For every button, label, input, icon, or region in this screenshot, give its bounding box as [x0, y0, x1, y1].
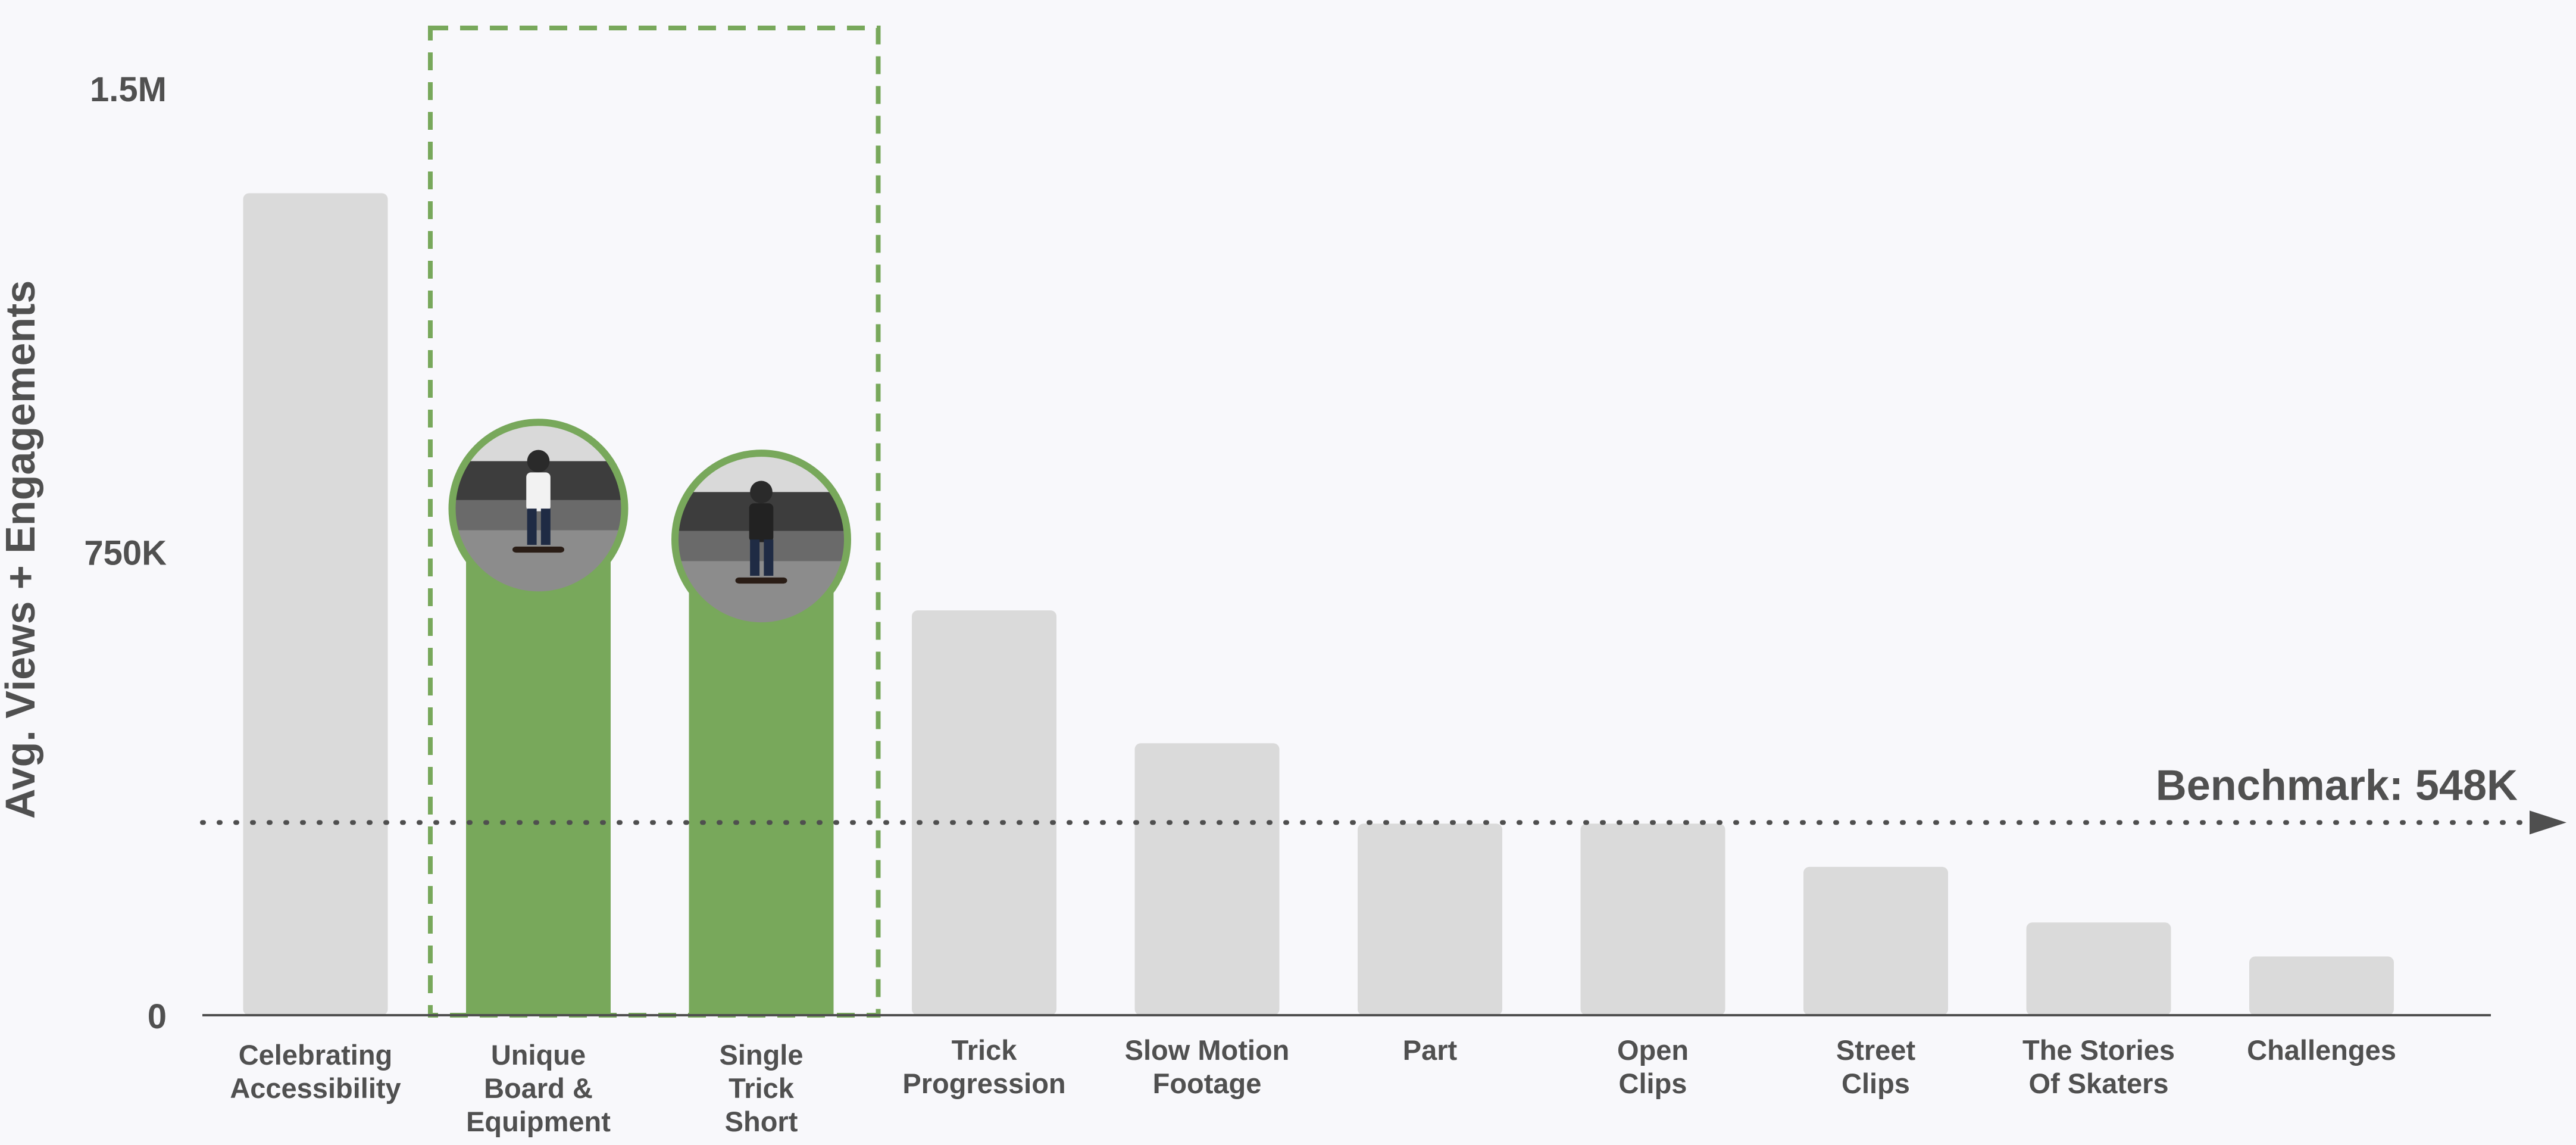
benchmark-label: Benchmark: 548K [2156, 762, 2518, 809]
x-tick-label: Open Clips [1617, 1034, 1689, 1099]
bar [243, 193, 388, 1016]
y-axis-title: Avg. Views + Engagements [0, 280, 43, 819]
bar [1803, 866, 1948, 1015]
x-tick-label: Unique Board & Equipment [466, 1039, 611, 1137]
y-tick-label: 1.5M [90, 70, 167, 109]
x-tick-label: Challenges [2247, 1034, 2396, 1066]
bar [2249, 956, 2394, 1015]
skater-photo-icon [452, 422, 625, 595]
bar [1134, 743, 1280, 1015]
x-tick-label: The Stories Of Skaters [2022, 1034, 2175, 1099]
x-tick-label: Slow Motion Footage [1125, 1034, 1290, 1099]
bar [1580, 823, 1725, 1015]
x-tick-label: Street Clips [1836, 1034, 1916, 1099]
y-tick-label: 0 [148, 997, 167, 1036]
highlight-box [428, 26, 881, 1018]
x-tick-label: Single Trick Short [719, 1039, 803, 1137]
bar [912, 610, 1056, 1015]
x-tick-label: Trick Progression [902, 1034, 1065, 1099]
thumbnail-frame [671, 450, 851, 630]
bar [1358, 823, 1502, 1015]
y-tick-label: 750K [84, 534, 167, 573]
x-tick-label: Part [1403, 1034, 1458, 1066]
x-tick-label: Celebrating Accessibility [230, 1039, 401, 1104]
benchmark-arrow-icon [2530, 810, 2566, 835]
bar [2026, 922, 2171, 1015]
thumbnail-frame [448, 419, 629, 599]
